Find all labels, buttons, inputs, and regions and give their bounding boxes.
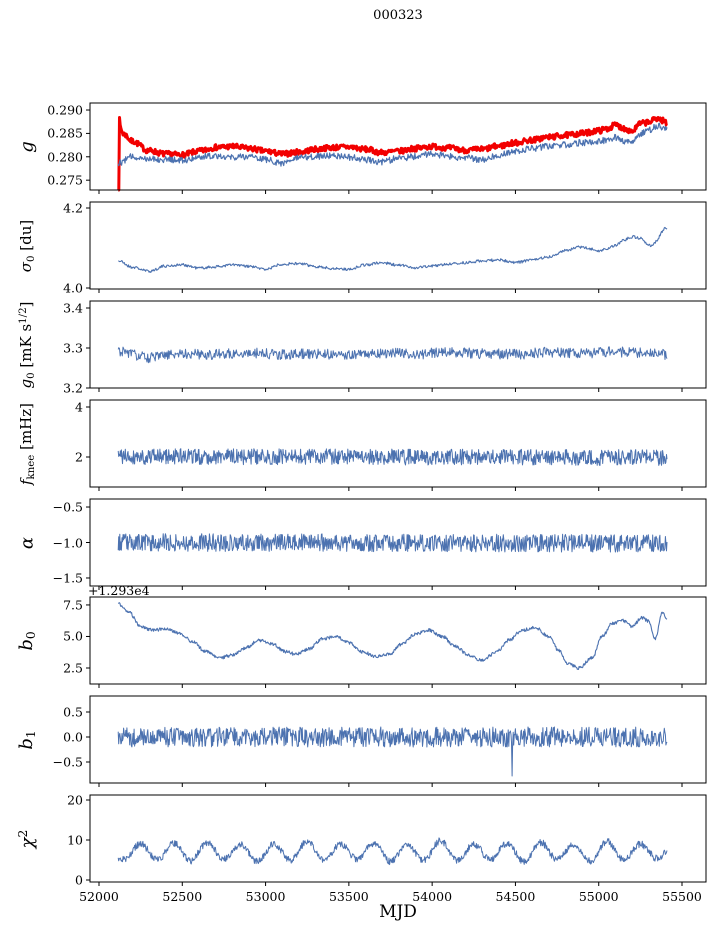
y-tick-label-chi2: 20 xyxy=(67,792,83,808)
series-g0-line xyxy=(117,346,668,364)
y-tick-label-g0: 3.2 xyxy=(63,380,83,396)
series-fknee-line xyxy=(117,448,668,466)
axes-spines-b0 xyxy=(89,596,707,685)
y-tick-label-g: 0.275 xyxy=(47,172,83,188)
y-axis-label-g0: g0 [mK s1/2] xyxy=(17,301,37,388)
series-chi2-line xyxy=(117,837,668,866)
y-tick-label-g: 0.290 xyxy=(47,102,83,118)
y-tick-label-alpha: −1.0 xyxy=(52,535,83,550)
axes-spines-fknee xyxy=(89,399,707,488)
panel-chi2 xyxy=(86,794,707,886)
y-axis-label-alpha: α xyxy=(16,536,38,549)
y-tick-label-b0: 5.0 xyxy=(63,628,83,644)
panel-fknee xyxy=(86,399,707,491)
axes-spines-g xyxy=(89,102,707,191)
x-tick-label: 54000 xyxy=(412,889,453,904)
y-tick-label-b1: 0.5 xyxy=(63,704,83,720)
y-tick-label-b1: −0.5 xyxy=(52,754,83,770)
x-tick-label: 52000 xyxy=(79,889,119,904)
y-tick-label-b0: 2.5 xyxy=(63,660,83,676)
y-axis-label-b0: b0 xyxy=(15,630,39,651)
y-tick-label-g0: 3.4 xyxy=(63,300,83,316)
y-tick-label-g0: 3.3 xyxy=(63,340,83,356)
x-tick-label: 52500 xyxy=(162,889,203,904)
series-sigma0-line xyxy=(118,226,668,273)
axes-spines-g0 xyxy=(89,300,707,389)
x-tick-label: 53000 xyxy=(245,889,286,904)
x-tick-label: 53500 xyxy=(328,889,369,904)
x-axis-label: MJD xyxy=(379,902,417,922)
y-tick-label-g: 0.280 xyxy=(47,149,83,165)
series-g-thick-red xyxy=(117,116,668,192)
y-tick-label-sigma0: 4.0 xyxy=(63,280,83,296)
y-tick-label-fknee: 4 xyxy=(75,399,83,415)
y-tick-label-chi2: 10 xyxy=(67,832,83,848)
y-tick-label-alpha: −0.5 xyxy=(52,499,83,515)
y-tick-label-g: 0.285 xyxy=(47,125,83,141)
panel-alpha xyxy=(86,498,707,590)
series-g-thin-blue xyxy=(117,122,668,167)
panel-b1 xyxy=(86,695,707,787)
axes-spines-b1 xyxy=(89,695,707,784)
panel-g0 xyxy=(86,300,707,392)
y-tick-label-b0: 7.5 xyxy=(63,597,83,613)
series-b1-line xyxy=(117,726,668,777)
y-tick-label-b1: 0.0 xyxy=(63,729,83,745)
panel-sigma0 xyxy=(86,201,707,293)
panel-g xyxy=(86,102,707,194)
x-tick-label: 54500 xyxy=(495,889,536,904)
panel-b0 xyxy=(86,596,707,688)
y-axis-label-b1: b1 xyxy=(15,729,39,750)
y-tick-label-fknee: 2 xyxy=(75,449,83,465)
offset-text-b0: +1.293e4 xyxy=(88,583,150,598)
axes-spines-chi2 xyxy=(89,794,707,883)
figure-title: 000323 xyxy=(373,8,423,23)
y-axis-label-chi2: χ2 xyxy=(15,829,39,848)
y-axis-label-sigma0: σ0 [du] xyxy=(17,219,37,272)
y-tick-label-sigma0: 4.2 xyxy=(63,200,83,216)
series-b0-line xyxy=(117,602,668,670)
y-tick-label-alpha: −1.5 xyxy=(52,570,83,586)
x-tick-label: 55500 xyxy=(662,889,702,904)
series-alpha-line xyxy=(117,533,668,553)
y-tick-label-chi2: 0 xyxy=(75,872,83,888)
y-axis-label-fknee: fknee [mHz] xyxy=(17,402,37,485)
y-axis-label-g: g xyxy=(16,140,38,153)
x-tick-label: 55000 xyxy=(578,889,619,904)
axes-spines-sigma0 xyxy=(89,201,707,290)
